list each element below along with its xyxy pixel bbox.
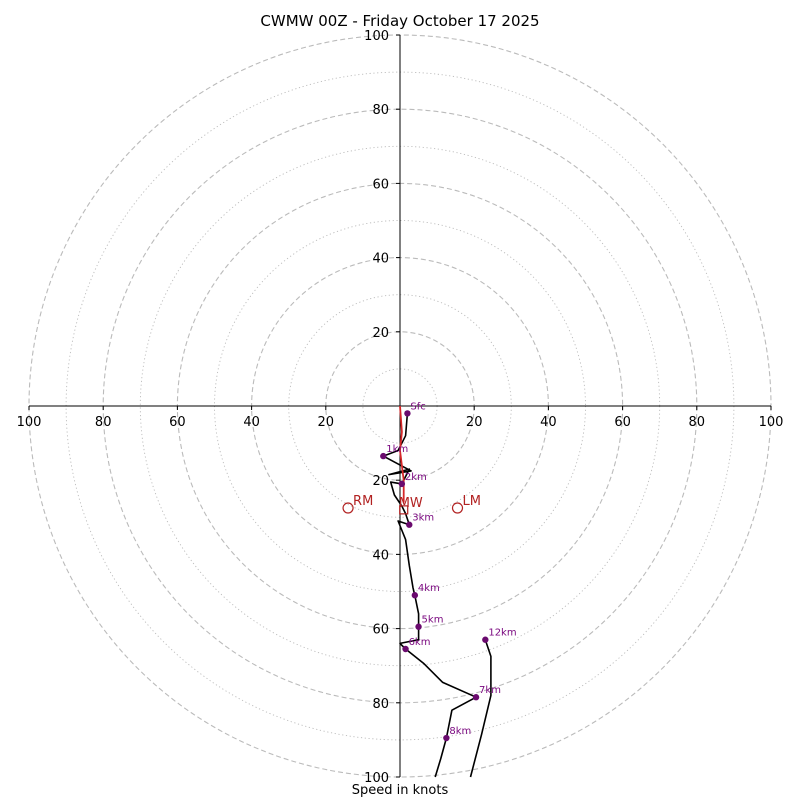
tick-labels: 100 80 60 40 20 20 40 60 80 100 20 40 60 80 100 20 40 60 8…	[17, 29, 784, 786]
y-tick-label: 80	[372, 103, 389, 118]
height-point-1km	[380, 452, 387, 460]
x-tick-label: 40	[243, 415, 260, 430]
x-tick-label: 20	[318, 415, 335, 430]
marker-mw	[399, 505, 409, 515]
x-tick-label: 100	[759, 415, 784, 430]
height-label-3km: 3km	[412, 513, 434, 524]
x-tick-label: 60	[614, 415, 631, 430]
height-label-2km: 2km	[405, 472, 427, 483]
height-label-sfc: Sfc	[410, 401, 425, 412]
x-tick-label: 60	[169, 415, 186, 430]
wind-profile	[382, 413, 492, 778]
y-tick-label: 20	[372, 474, 389, 489]
marker-label-lm: LM	[463, 494, 481, 509]
height-label-6km: 6km	[409, 637, 431, 648]
height-label-12km: 12km	[488, 628, 516, 639]
height-label-8km: 8km	[449, 726, 471, 737]
y-tick-label: 100	[364, 29, 389, 44]
x-tick-label: 80	[689, 415, 706, 430]
height-points: Sfc 1km 2km 3km 4km 5km 6km 7km 8km 12km	[380, 401, 517, 742]
marker-lm	[451, 502, 464, 514]
y-tick-label: 80	[372, 697, 389, 712]
x-tick-label: 20	[466, 415, 483, 430]
y-tick-label: 20	[372, 326, 389, 341]
height-label-4km: 4km	[418, 583, 440, 594]
y-tick-label: 60	[372, 623, 389, 638]
y-tick-label: 100	[364, 771, 389, 786]
height-label-1km: 1km	[386, 444, 408, 455]
marker-label-rm: RM	[353, 494, 373, 509]
height-label-7km: 7km	[479, 685, 501, 696]
hodograph-trace-lower	[382, 413, 477, 778]
storm-motion: RM LM MW	[342, 405, 481, 515]
height-point-6km	[402, 645, 409, 653]
marker-rm	[342, 502, 354, 514]
height-point-8km	[443, 734, 450, 742]
x-tick-label: 40	[540, 415, 557, 430]
height-point-7km	[472, 694, 480, 701]
x-tick-label: 100	[17, 415, 42, 430]
hodograph-trace-upper	[469, 639, 492, 778]
chart-title: CWMW 00Z - Friday October 17 2025	[260, 12, 540, 30]
height-point-3km	[406, 521, 413, 528]
height-point-12km	[482, 636, 489, 643]
height-label-5km: 5km	[422, 615, 444, 626]
height-point-sfc	[404, 410, 411, 417]
x-tick-label: 80	[95, 415, 112, 430]
height-point-4km	[411, 592, 419, 599]
storm-motion-line	[399, 405, 405, 503]
marker-label-mw: MW	[399, 496, 423, 511]
y-tick-label: 60	[372, 177, 389, 192]
x-axis-label: Speed in knots	[351, 783, 449, 798]
y-tick-label: 40	[372, 252, 389, 267]
height-point-2km	[398, 480, 406, 488]
height-point-5km	[415, 623, 422, 630]
y-tick-label: 40	[372, 548, 389, 563]
